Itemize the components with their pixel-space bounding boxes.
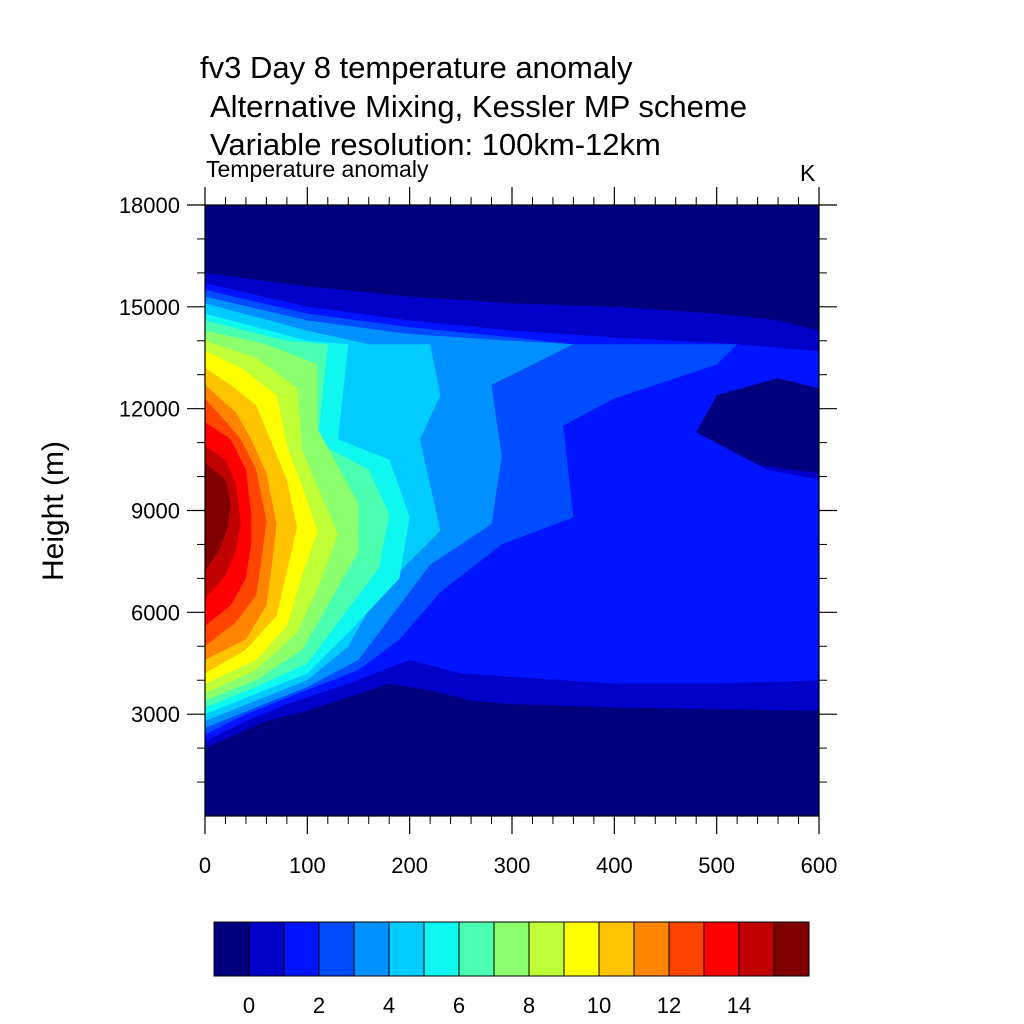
colorbar-label: 14: [727, 993, 751, 1018]
x-tick-label: 100: [289, 853, 326, 878]
variable-label: Temperature anomaly: [206, 156, 429, 182]
colorbar-swatch: [528, 921, 565, 977]
colorbar-swatch: [388, 921, 425, 977]
x-tick-label: 600: [801, 853, 838, 878]
plot-area: [205, 205, 819, 816]
x-tick-label: 300: [494, 853, 531, 878]
y-tick-label: 15000: [119, 295, 180, 320]
colorbar-swatch: [773, 921, 810, 977]
x-tick-label: 0: [199, 853, 211, 878]
title-line-1: fv3 Day 8 temperature anomaly: [200, 50, 633, 85]
colorbar-swatch: [213, 921, 250, 977]
colorbar-swatch: [633, 921, 670, 977]
colorbar-swatch: [248, 921, 285, 977]
y-tick-label: 6000: [131, 600, 180, 625]
axes: 0 100 200 300 400 500 600 3000 6000 9000 12000 1500…: [119, 187, 838, 878]
contour-band-16: [205, 463, 231, 572]
colorbar-label: 4: [383, 993, 395, 1018]
y-tick-label: 3000: [131, 702, 180, 727]
colorbar-swatch: [353, 921, 390, 977]
colorbar-swatch: [283, 921, 320, 977]
colorbar-label: 10: [587, 993, 611, 1018]
colorbar-label: 0: [243, 993, 255, 1018]
colorbar-label: 2: [313, 993, 325, 1018]
colorbar-label: 6: [453, 993, 465, 1018]
colorbar-swatch: [738, 921, 775, 977]
title-line-2: Alternative Mixing, Kessler MP scheme: [210, 89, 747, 124]
colorbar-swatch: [493, 921, 530, 977]
y-tick-label: 18000: [119, 193, 180, 218]
colorbar-swatch: [563, 921, 600, 977]
y-tick-label: 12000: [119, 397, 180, 422]
x-tick-label: 200: [391, 853, 428, 878]
colorbar-swatch: [423, 921, 460, 977]
colorbar-swatch: [703, 921, 740, 977]
colorbar-swatch: [458, 921, 495, 977]
colorbar-swatch: [318, 921, 355, 977]
x-tick-label: 500: [698, 853, 735, 878]
colorbar-swatch: [668, 921, 705, 977]
colorbar-swatch: [598, 921, 635, 977]
units-label: K: [800, 160, 816, 186]
y-axis-title: Height (m): [37, 441, 70, 581]
x-tick-label: 400: [596, 853, 633, 878]
title-line-3: Variable resolution: 100km-12km: [210, 127, 661, 162]
colorbar-label: 12: [657, 993, 681, 1018]
colorbar: 0 2 4 6 8 10 12 14: [213, 921, 810, 1018]
y-tick-label: 9000: [131, 499, 180, 524]
colorbar-label: 8: [523, 993, 535, 1018]
